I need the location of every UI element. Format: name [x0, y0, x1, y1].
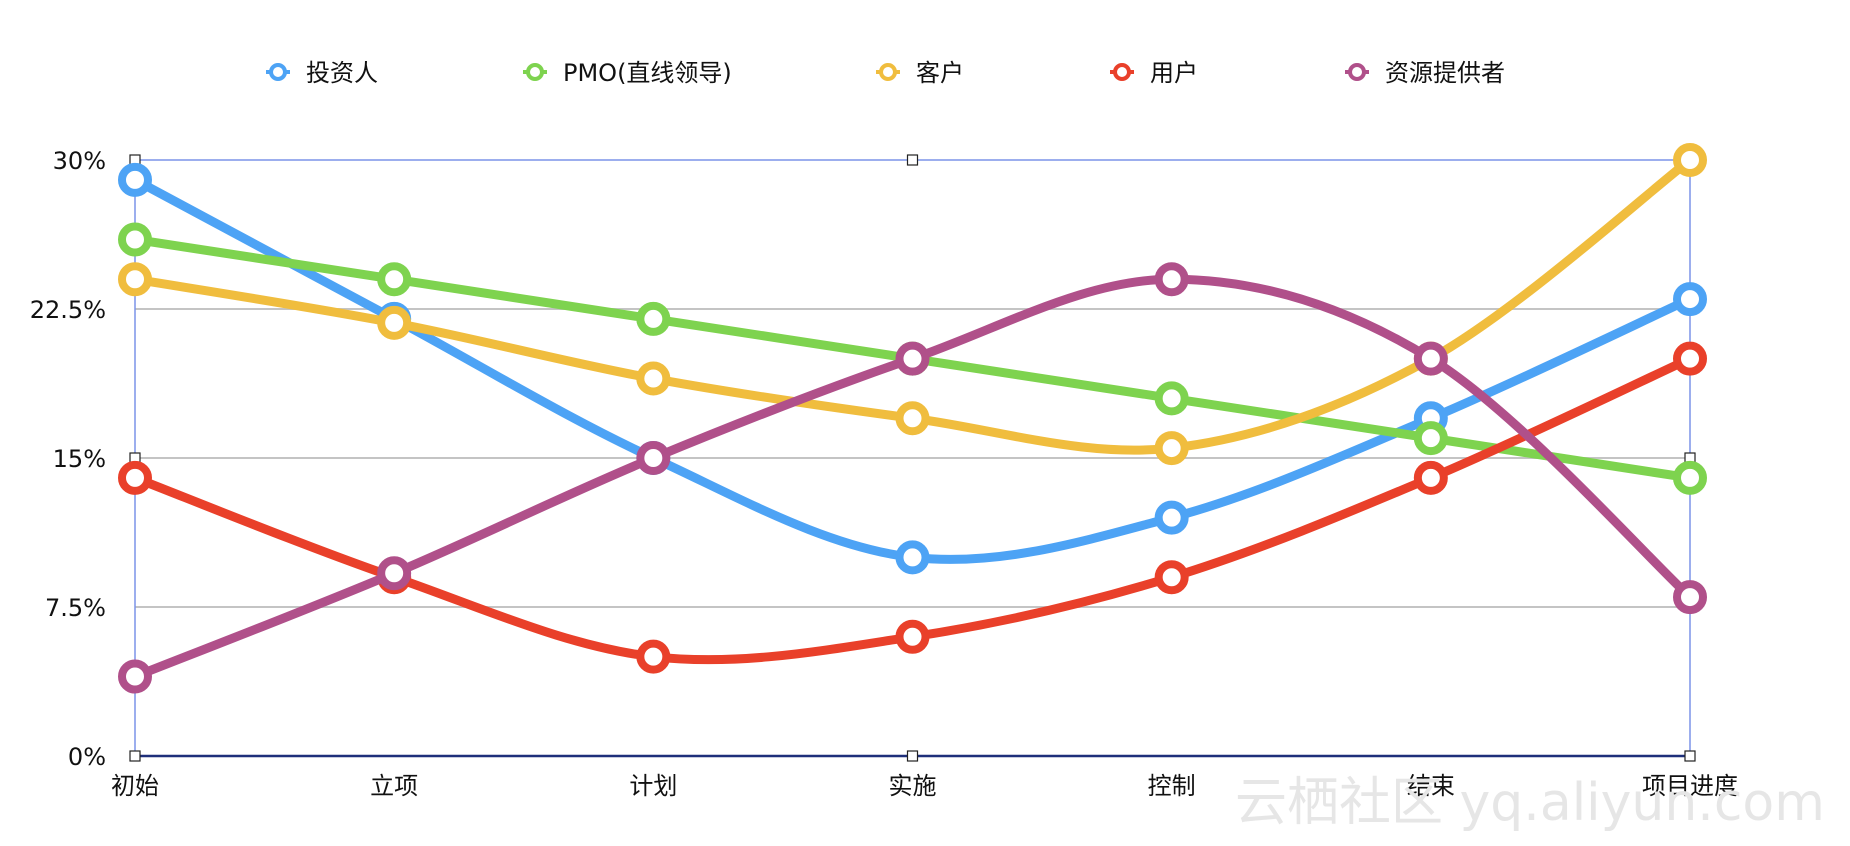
- selection-handle: [906, 750, 919, 762]
- watermark-text: 云栖社区 yq.aliyun.com: [1235, 773, 1825, 833]
- data-point: [118, 262, 152, 297]
- x-tick-label: 项目进度: [1642, 772, 1738, 800]
- x-tick-label: 实施: [889, 772, 937, 800]
- series-5: [118, 262, 1707, 694]
- legend-marker: [526, 63, 544, 81]
- data-point: [1154, 560, 1189, 595]
- data-point: [1673, 282, 1707, 317]
- y-tick-label: 7.5%: [45, 594, 106, 622]
- data-point: [895, 540, 930, 575]
- x-tick-label: 结束: [1407, 772, 1455, 800]
- series-layer: [118, 143, 1707, 694]
- data-point: [118, 460, 152, 495]
- data-point: [1673, 460, 1707, 495]
- series-4: [118, 341, 1707, 674]
- x-tick-label: 控制: [1148, 772, 1196, 800]
- data-point: [636, 639, 671, 674]
- legend-label: 资源提供者: [1385, 59, 1505, 87]
- data-point: [377, 556, 412, 591]
- data-point: [1413, 341, 1448, 376]
- frame-layer: [129, 154, 1696, 762]
- selection-handle: [129, 750, 141, 762]
- legend-marker: [1113, 63, 1131, 81]
- legend-label: PMO(直线领导): [563, 59, 732, 87]
- data-point: [636, 361, 671, 396]
- x-tick-label: 初始: [111, 772, 159, 800]
- x-tick-label: 计划: [629, 772, 677, 800]
- selection-handle: [1684, 750, 1696, 762]
- data-point: [1673, 341, 1707, 376]
- data-point: [377, 262, 412, 297]
- legend-marker: [879, 63, 897, 81]
- x-tick-label: 立项: [370, 772, 418, 800]
- data-point: [895, 619, 930, 654]
- y-tick-label: 22.5%: [30, 296, 106, 324]
- data-point: [118, 659, 152, 694]
- data-point: [118, 162, 152, 197]
- data-point: [1154, 500, 1189, 535]
- data-point: [377, 305, 412, 340]
- data-point: [118, 222, 152, 257]
- data-point: [895, 401, 930, 436]
- legend-item: PMO(直线领导): [523, 59, 732, 87]
- data-point: [1413, 421, 1448, 456]
- legend-item: 投资人: [266, 59, 378, 87]
- y-tick-label: 30%: [53, 147, 106, 175]
- legend-marker: [269, 63, 287, 81]
- legend-item: 资源提供者: [1345, 59, 1505, 87]
- legend-label: 客户: [916, 59, 964, 87]
- legend-label: 投资人: [306, 59, 378, 87]
- data-point: [1154, 262, 1189, 297]
- data-point: [1673, 143, 1707, 177]
- legend-item: 用户: [1110, 59, 1198, 87]
- legend: 投资人 PMO(直线领导) 客户 用户 资源提供者: [266, 59, 1505, 87]
- selection-handle: [906, 154, 919, 166]
- y-tick-label: 0%: [68, 743, 106, 771]
- legend-item: 客户: [876, 59, 964, 87]
- data-point: [1154, 431, 1189, 466]
- y-tick-label: 15%: [53, 445, 106, 473]
- data-point: [1154, 381, 1189, 416]
- data-point: [636, 301, 671, 336]
- data-point: [1413, 460, 1448, 495]
- data-point: [636, 441, 671, 475]
- x-axis-ticks: 初始 立项 计划 实施 控制 结束 项目进度: [111, 772, 1738, 800]
- legend-label: 用户: [1150, 59, 1198, 87]
- legend-marker: [1348, 63, 1366, 81]
- y-axis-ticks: 0% 7.5% 15% 22.5% 30%: [30, 147, 106, 771]
- data-point: [895, 341, 930, 376]
- data-point: [1673, 580, 1707, 615]
